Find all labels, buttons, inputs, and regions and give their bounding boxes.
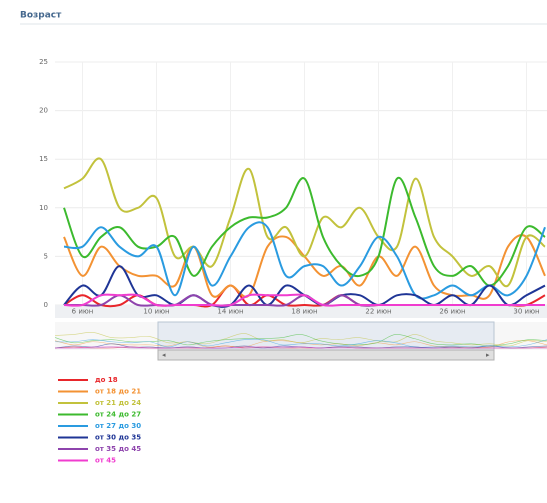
y-tick-label: 10 [39,204,48,212]
navigator-line [54,346,547,349]
x-tick-label: 10 июн [143,308,169,316]
scrollbar[interactable] [157,349,495,361]
legend-label: от 18 до 21 [95,388,141,396]
scroll-left[interactable]: ◂ [162,351,166,359]
legend-label: от 27 до 30 [95,422,141,430]
y-tick-label: 15 [39,155,48,163]
y-tick-label: 0 [44,301,48,309]
chart-title: Возраст [20,11,62,21]
plot: 6 июн 10 июн 14 июн 18 июн 22 июн 26 июн 30 ию… [54,157,547,465]
navigator-line [54,332,547,347]
legend-label: от 45 [95,457,116,465]
series-line [63,176,546,287]
y-tick-label: 5 [44,252,48,260]
x-tick-label: 26 июн [439,308,465,316]
x-tick-label: 14 июн [217,308,243,316]
series-line [63,293,545,307]
legend-label: от 35 до 45 [95,445,141,453]
x-axis-band [55,305,547,318]
legend-label: от 21 до 24 [95,399,141,407]
y-tick-label: 20 [39,107,48,115]
series-line [63,157,546,288]
navigator-line [54,338,547,348]
legend-label: до 18 [95,376,118,384]
legend-label: от 30 до 35 [95,434,141,442]
x-tick-label: 18 июн [291,308,317,316]
x-tick-label: 22 июн [365,308,391,316]
series-line [63,221,546,300]
navigator-line [54,334,547,347]
scroll-right[interactable]: ▸ [486,351,490,359]
x-tick-label: 30 июн [513,308,539,316]
x-tick-label: 6 июн [72,308,94,316]
y-tick-label: 25 [39,58,48,66]
legend-label: от 24 до 27 [95,411,141,419]
